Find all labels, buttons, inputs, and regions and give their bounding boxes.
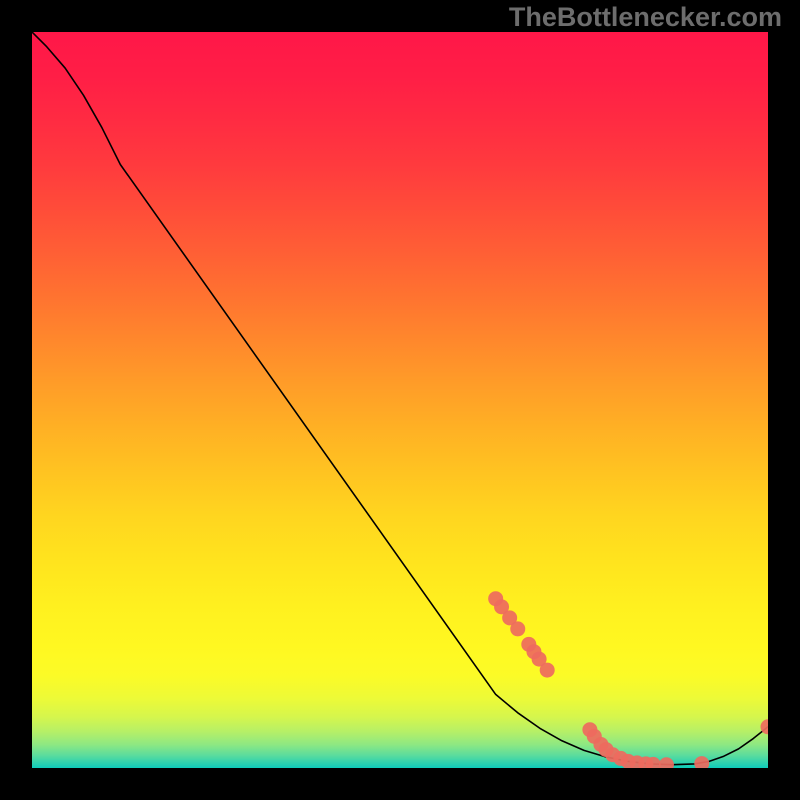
plot-background <box>32 32 768 768</box>
chart-stage: TheBottlenecker.com <box>0 0 800 800</box>
data-marker <box>540 663 555 678</box>
data-marker <box>510 621 525 636</box>
bottleneck-line-chart <box>32 32 768 768</box>
watermark-text: TheBottlenecker.com <box>509 2 782 33</box>
